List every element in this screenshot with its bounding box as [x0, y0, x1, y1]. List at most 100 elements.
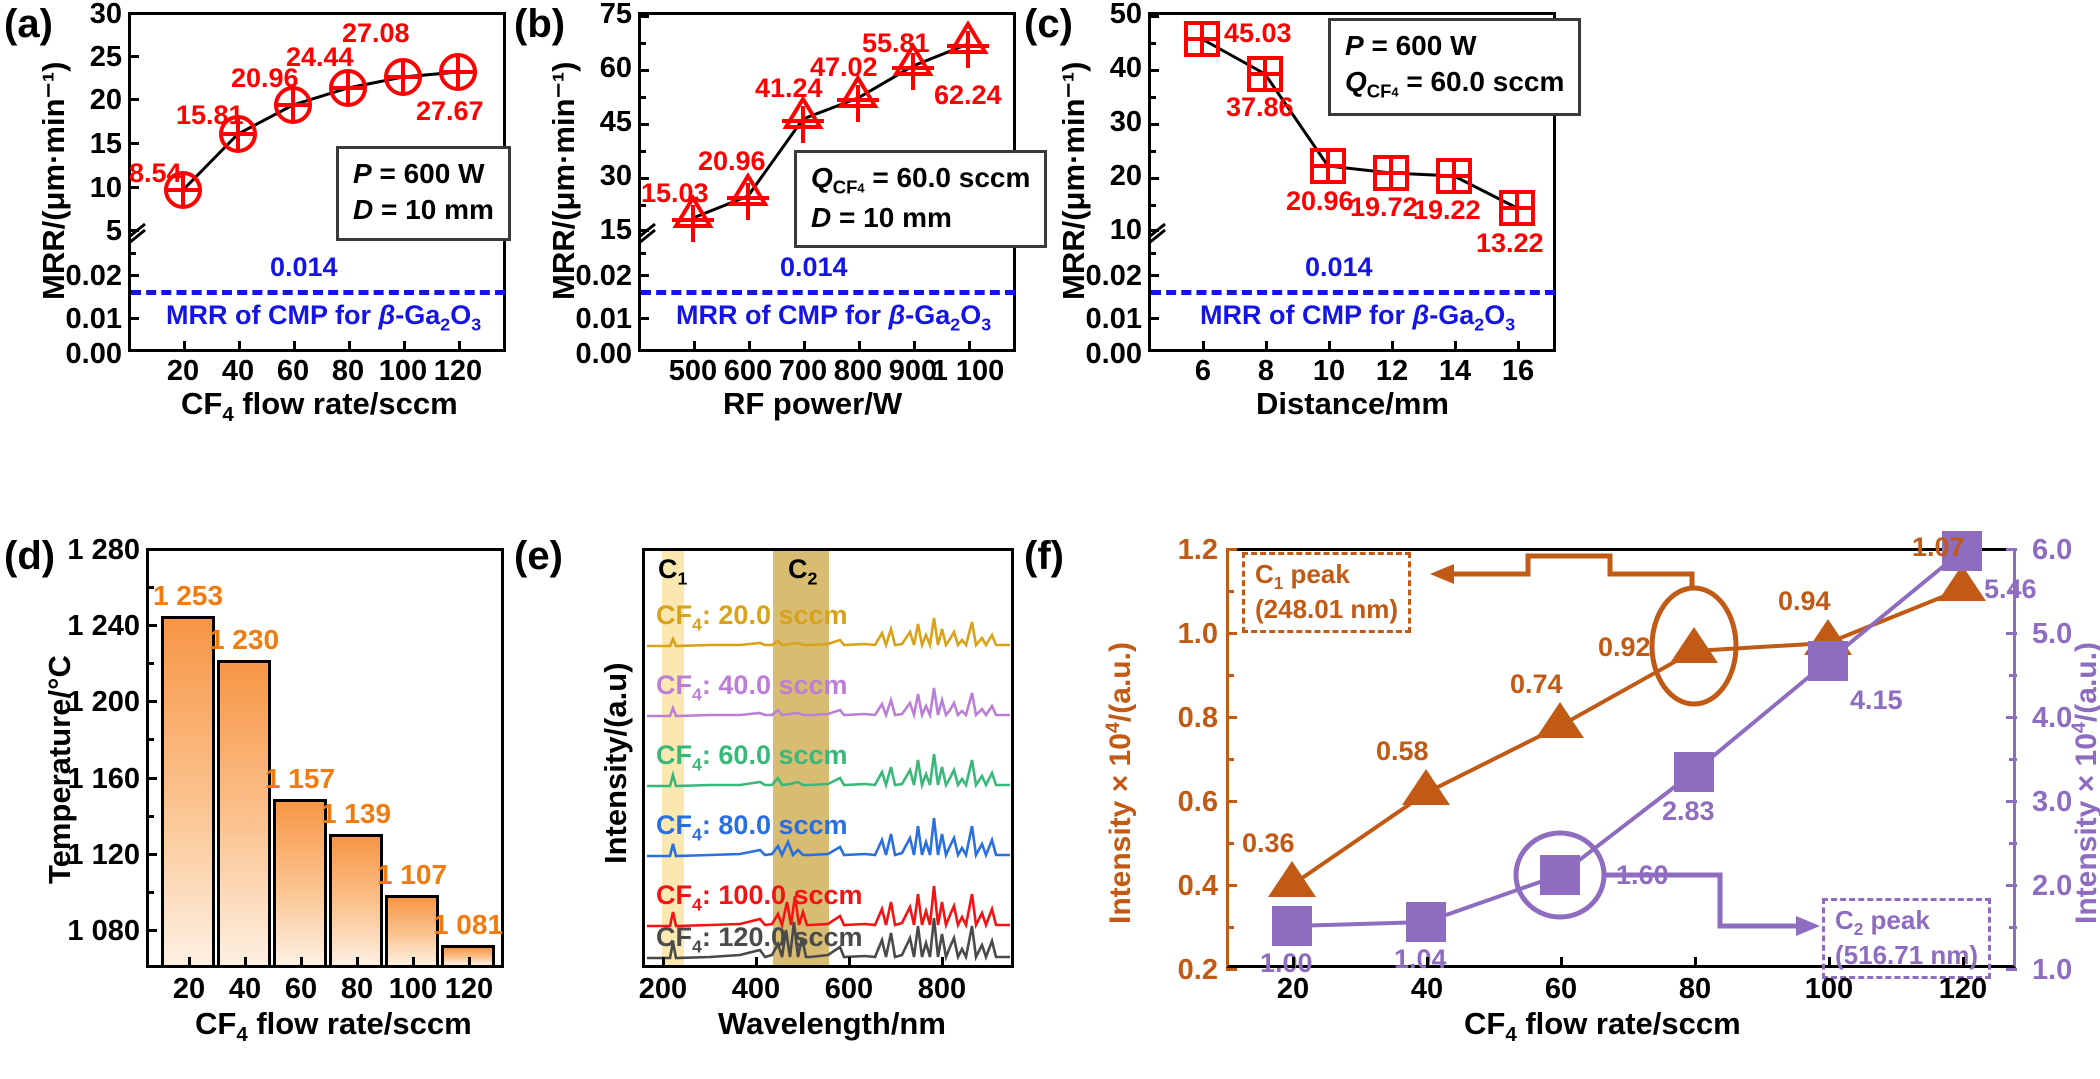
panel-f-tag: (f): [1024, 534, 1064, 578]
series-0-cf: CF: [656, 600, 692, 630]
panel-b-ytickmark: [638, 96, 646, 99]
panel-f-left-ytickmark: [1226, 674, 1234, 677]
panel-e-tag: (e): [514, 534, 563, 578]
panel-b-ytickmark: [638, 15, 649, 18]
series-3-sub: 4: [692, 824, 702, 845]
panel-c-ytickmark: [1148, 123, 1159, 126]
panel-a-xtick-80: 80: [331, 355, 365, 387]
panel-a-ytick-001: 0.01: [65, 303, 122, 335]
panel-b-ytick-000: 0.00: [575, 338, 632, 370]
panel-f-right-ytickmark: [2009, 926, 2017, 929]
panel-b-datalabel: 20.96: [698, 146, 766, 176]
panel-c-ytickmark: [1148, 274, 1159, 277]
panel-d-xtick-60: 60: [284, 973, 318, 1005]
panel-f-callout-c2-line1: C2 peak: [1835, 905, 1978, 940]
panel-e-spectra: [647, 551, 1010, 965]
panel-f-xtickmark: [1426, 957, 1429, 968]
panel-a-series: [164, 53, 477, 209]
panel-b-xtickmark: [858, 341, 861, 352]
panel-a-ytickmark: [128, 317, 139, 320]
panel-b-legend-sub-4: 4: [857, 180, 865, 196]
panel-b-datalabel: 15.03: [641, 178, 709, 208]
panel-d-xtickmark: [468, 957, 471, 968]
cmp-caption-ga: -Ga: [905, 300, 951, 330]
panel-f-c1-label: 0.94: [1778, 586, 1831, 616]
panel-d-bar: [161, 616, 215, 968]
panel-c-ytickmark: [1148, 42, 1156, 45]
panel-a-ytick-30: 30: [89, 0, 122, 30]
panel-f-left-ytickmark: [1226, 842, 1234, 845]
panel-f-right-ytickmark: [2006, 800, 2017, 803]
panel-c-ytick-001: 0.01: [1085, 303, 1142, 335]
panel-b-ytickmark: [638, 204, 646, 207]
panel-f-callout-c2: C2 peak (516.71 nm): [1822, 898, 1992, 979]
panel-e-xtick-600: 600: [824, 973, 874, 1005]
panel-f-c2-label: 2.83: [1662, 796, 1715, 826]
panel-a-datalabel: 20.96: [231, 63, 299, 93]
panel-b-ytick-002: 0.02: [575, 260, 632, 292]
panel-a-x-title-rest: flow rate/sccm: [233, 386, 458, 421]
panel-f-xtick-20: 20: [1276, 973, 1310, 1005]
callout-c1-rest: peak: [1283, 559, 1350, 589]
panel-e-xtickmark: [941, 957, 944, 968]
panel-d-bar-label: 1 107: [376, 859, 448, 890]
panel-f-right-ytickmark: [2006, 632, 2017, 635]
panel-d-ytick-1240: 1 240: [67, 610, 140, 642]
panel-c-ytickmark: [1148, 204, 1156, 207]
panel-c-ytick-10: 10: [1109, 214, 1142, 246]
panel-a-legend-val-p: = 600 W: [371, 158, 485, 189]
panel-c-xtick-10: 10: [1312, 355, 1346, 387]
series-0-sub: 4: [692, 614, 702, 635]
panel-b-legend-var-q: Q: [811, 162, 833, 193]
panel-f-left-ytickmark: [1226, 968, 1237, 971]
panel-c-xtick-14: 14: [1438, 355, 1472, 387]
panel-c-legend-val-p: = 600 W: [1363, 30, 1477, 61]
panel-c-tag: (c): [1024, 2, 1073, 46]
panel-a-xtick-60: 60: [276, 355, 310, 387]
panel-d-xtickmark: [412, 957, 415, 968]
panel-d-ytickmark: [146, 777, 157, 780]
panel-b-ytickmark: [638, 123, 649, 126]
panel-b-legend-val-q: = 60.0 sccm: [864, 162, 1031, 193]
panel-b-xtickmark: [968, 341, 971, 352]
cmp-caption-prefix: MRR of CMP for: [1200, 300, 1413, 330]
panel-f-right-ytickmark: [2009, 674, 2017, 677]
panel-c-ytick-30: 30: [1109, 106, 1142, 138]
panel-d-bar-label: 1 230: [208, 624, 280, 655]
cmp-caption-prefix: MRR of CMP for: [676, 300, 889, 330]
panel-f-callout-c1: C1 peak (248.01 nm): [1242, 552, 1412, 633]
panel-c-ytickmark: [1148, 177, 1159, 180]
panel-c-legend-val-q: = 60.0 sccm: [1398, 66, 1565, 98]
panel-f-xtick-60: 60: [1544, 973, 1578, 1005]
panel-c-xtickmark: [1454, 341, 1457, 352]
panel-b-datalabel: 62.24: [934, 80, 1002, 110]
panel-a-x-title-cf: CF: [181, 386, 223, 421]
panel-c-xtickmark: [1328, 341, 1331, 352]
panel-a-ytick-5: 5: [105, 215, 122, 247]
panel-c-axis-break-icon: [1148, 222, 1166, 245]
callout-c2-sub: 2: [1853, 919, 1864, 940]
panel-f-left-ytickmark: [1226, 590, 1234, 593]
cmp-caption-sub2: 3: [1505, 314, 1516, 335]
panel-a-ytickmark: [128, 98, 139, 101]
panel-d-ytickmark: [146, 738, 154, 741]
panel-f-c2-label: 5.46: [1984, 574, 2037, 604]
panel-a-xtick-40: 40: [221, 355, 255, 387]
panel-f-left-ytickmark: [1226, 884, 1237, 887]
series-1-rest: : 40.0 sccm: [701, 670, 848, 700]
panel-b-datalabel: 55.81: [862, 28, 930, 58]
band-c1-main: C: [658, 554, 678, 584]
panel-a-x-title-sub: 4: [222, 403, 234, 427]
panel-d-xtick-80: 80: [340, 973, 374, 1005]
panel-f-c2-label: 4.15: [1850, 685, 1903, 715]
panel-c-series: [1184, 21, 1535, 226]
cmp-caption-beta: β: [1412, 300, 1430, 330]
callout-c2-rest: peak: [1863, 905, 1930, 935]
panel-d-ytick-1080: 1 080: [67, 915, 140, 947]
panel-b-ytick-30: 30: [599, 160, 632, 192]
panel-b-ytick-001: 0.01: [575, 303, 632, 335]
panel-c-xtick-6: 6: [1194, 355, 1212, 387]
cmp-caption-beta: β: [378, 300, 396, 330]
panel-a-legend-val-d: = 10 mm: [373, 194, 494, 226]
callout-c1-sub: 1: [1273, 573, 1284, 594]
